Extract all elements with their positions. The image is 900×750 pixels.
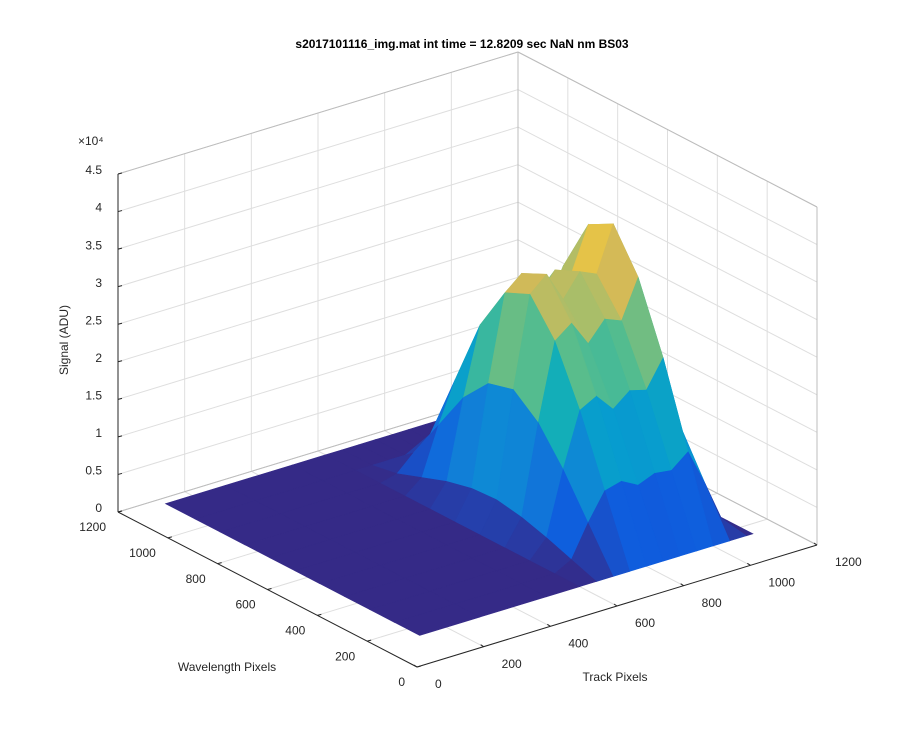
z-tick-label: 0 xyxy=(95,501,102,515)
grid-line xyxy=(117,239,519,363)
grid-line xyxy=(517,126,818,283)
y-tick xyxy=(267,588,272,590)
surface-cell xyxy=(393,603,481,636)
y-tick xyxy=(167,536,172,539)
z-tick-label: 4 xyxy=(95,201,102,215)
z-tick xyxy=(117,472,123,475)
z-exponent: ×10⁴ xyxy=(78,134,104,148)
chart-title: s2017101116_img.mat int time = 12.8209 s… xyxy=(295,37,629,51)
grid-line xyxy=(117,126,519,250)
z-tick xyxy=(117,210,123,213)
grid-line xyxy=(117,351,519,475)
x-tick xyxy=(747,562,751,566)
z-tick-label: 0.5 xyxy=(85,464,102,478)
x-tick-label: 1000 xyxy=(768,576,795,590)
grid-line xyxy=(517,164,818,321)
z-tick-label: 2.5 xyxy=(85,313,102,327)
x-tick-label: 200 xyxy=(502,657,522,671)
y-tick-label: 600 xyxy=(235,598,255,612)
z-tick xyxy=(117,360,123,363)
y-tick xyxy=(416,665,422,668)
grid-line xyxy=(117,89,519,213)
y-tick-label: 800 xyxy=(186,572,206,586)
z-axis-label: Signal (ADU) xyxy=(57,305,71,375)
z-tick-label: 3 xyxy=(95,276,102,290)
x-tick-label: 800 xyxy=(702,596,722,610)
x-tick xyxy=(413,664,418,668)
x-tick-label: 600 xyxy=(635,616,655,630)
z-tick xyxy=(117,510,123,513)
y-tick-label: 400 xyxy=(285,624,305,638)
box-edge xyxy=(517,51,818,208)
grid-line xyxy=(117,276,519,400)
x-tick-label: 400 xyxy=(568,637,588,651)
y-tick xyxy=(317,613,322,616)
y-tick-label: 1000 xyxy=(129,546,156,560)
z-tick xyxy=(117,285,123,288)
y-tick xyxy=(367,639,372,642)
grid-line xyxy=(117,201,519,325)
z-tick xyxy=(117,435,123,438)
x-tick-label: 0 xyxy=(435,677,442,691)
x-tick-label: 1200 xyxy=(835,555,862,569)
z-tick-label: 2 xyxy=(95,351,102,365)
y-tick-label: 200 xyxy=(335,649,355,663)
x-tick xyxy=(680,583,684,587)
box-edge xyxy=(117,51,519,175)
z-tick-label: 1.5 xyxy=(85,389,102,403)
z-tick xyxy=(117,172,123,175)
y-tick xyxy=(217,562,222,565)
x-tick xyxy=(813,542,818,546)
x-tick xyxy=(613,603,618,607)
x-tick xyxy=(547,623,551,627)
y-tick-label: 0 xyxy=(398,675,405,689)
grid-line xyxy=(517,201,818,358)
x-tick xyxy=(480,644,484,648)
y-tick-label: 1200 xyxy=(79,520,106,534)
grid-line xyxy=(117,314,519,438)
grid-line xyxy=(517,89,818,245)
z-tick xyxy=(117,247,123,250)
grid-line xyxy=(117,164,519,288)
z-tick-label: 3.5 xyxy=(85,238,102,252)
x-axis-label: Track Pixels xyxy=(583,670,648,684)
z-tick-label: 1 xyxy=(95,426,102,440)
z-tick-label: 4.5 xyxy=(85,163,102,177)
z-tick xyxy=(117,397,123,400)
z-tick xyxy=(117,322,123,325)
y-axis-label: Wavelength Pixels xyxy=(178,660,276,674)
